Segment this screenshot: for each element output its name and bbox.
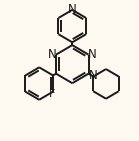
Text: F: F bbox=[49, 89, 55, 99]
Text: N: N bbox=[88, 48, 96, 61]
Text: N: N bbox=[48, 48, 57, 61]
Text: N: N bbox=[68, 3, 77, 16]
Text: N: N bbox=[89, 69, 98, 82]
